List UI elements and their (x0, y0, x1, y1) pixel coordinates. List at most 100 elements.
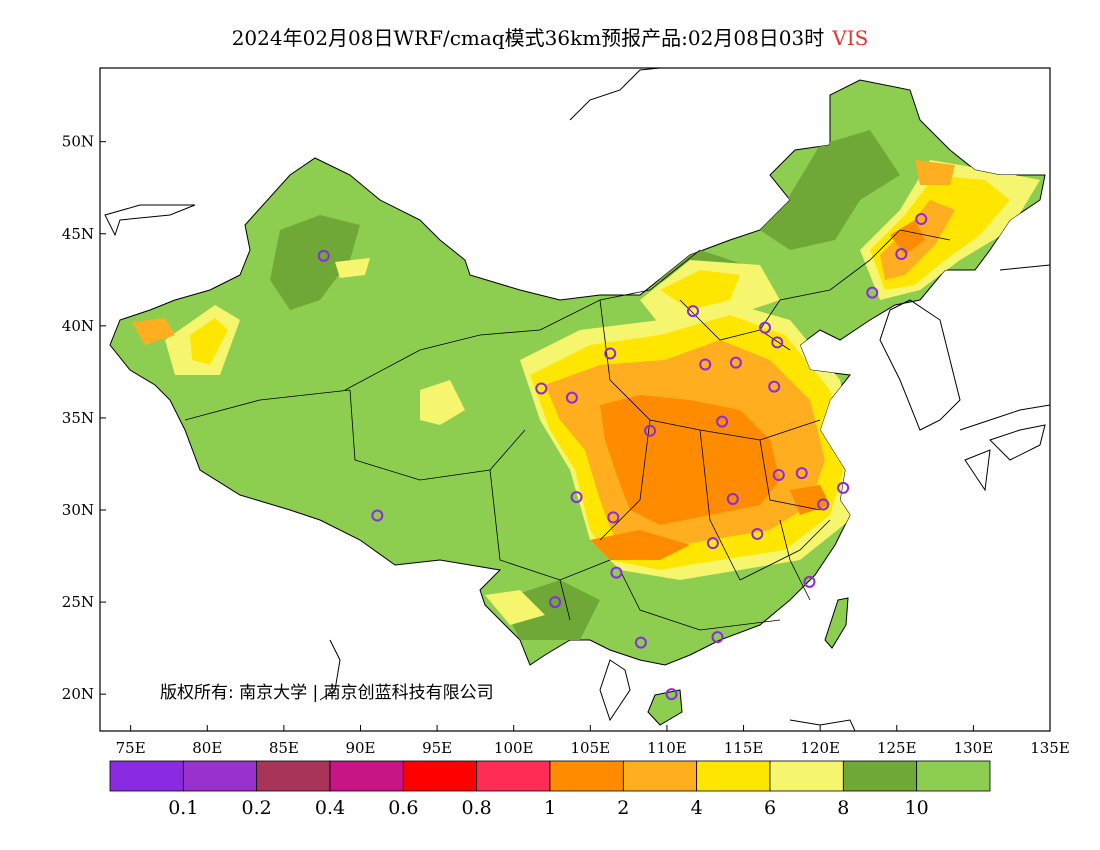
legend-swatch (402, 760, 478, 792)
vis-zone-6-8km (420, 380, 465, 425)
lon-tick-label: 115E (724, 739, 764, 757)
legend-swatch (476, 760, 551, 792)
lon-tick-label: 95E (422, 739, 452, 757)
legend-swatch (329, 760, 404, 792)
station-markers (317, 213, 928, 701)
legend-label: 1 (544, 797, 556, 819)
vis-zone-2-4km (915, 160, 955, 185)
legend-swatch (622, 760, 698, 792)
vis-zone-8-10km (760, 130, 900, 250)
lon-tick-label: 120E (800, 739, 840, 757)
station-marker (726, 492, 739, 505)
map-content: 版权所有: 南京大学 | 南京创蓝科技有限公司 (104, 68, 1050, 731)
station-marker (795, 467, 808, 480)
longitude-axis: 75E 80E 85E 90E 95E 100E 105E 110E 115E 120E 125E 1… (116, 725, 1070, 757)
lat-tick-label: 50N (62, 133, 94, 151)
copyright-text: 版权所有: 南京大学 | 南京创蓝科技有限公司 (160, 683, 494, 703)
legend-swatch (256, 760, 331, 792)
province-boundaries (184, 229, 951, 631)
station-marker (817, 498, 830, 511)
map-title-text: 2024年02月08日WRF/cmaq模式36km预报产品:02月08日03时 (231, 26, 825, 50)
vis-zone-1-2km (890, 220, 925, 255)
legend-swatch (769, 760, 844, 792)
lon-tick-label: 110E (647, 739, 687, 757)
legend-label: 0.1 (168, 797, 198, 819)
map-title: 2024年02月08日WRF/cmaq模式36km预报产品:02月08日03时 V… (0, 22, 1100, 52)
station-marker (772, 469, 785, 482)
lon-tick-label: 85E (269, 739, 299, 757)
latitude-axis: 20N 25N 30N 35N 40N 45N 50N (62, 133, 106, 703)
legend-swatch (842, 760, 918, 792)
station-marker (607, 511, 620, 524)
station-marker (837, 481, 850, 494)
station-marker (751, 527, 764, 540)
legend-label: 8 (837, 797, 849, 819)
lat-tick-label: 45N (62, 225, 94, 243)
station-marker (604, 347, 617, 360)
taiwan-island (824, 597, 849, 649)
legend-label: 6 (764, 797, 776, 819)
station-marker (915, 213, 928, 226)
station-marker (729, 356, 742, 369)
legend-swatch (696, 760, 771, 792)
color-legend: 0.1 0.2 0.4 0.6 0.8 1 2 4 6 8 10 (109, 760, 991, 819)
legend-label: 0.4 (315, 797, 345, 819)
station-marker (570, 491, 583, 504)
vis-zone-6-8km (335, 258, 370, 278)
neighbor-coastlines (104, 68, 1050, 731)
variable-name: VIS (832, 26, 869, 50)
lon-tick-label: 135E (1030, 739, 1070, 757)
lon-tick-label: 80E (192, 739, 222, 757)
vis-zone-6-8km (485, 590, 545, 625)
legend-label: 0.6 (388, 797, 418, 819)
station-marker (686, 305, 699, 318)
station-marker (706, 537, 719, 550)
station-marker (716, 415, 729, 428)
map-frame (99, 67, 1051, 732)
legend-swatch (916, 760, 991, 792)
lon-tick-label: 125E (877, 739, 917, 757)
legend-label: 0.2 (242, 797, 272, 819)
legend-label: 2 (617, 797, 629, 819)
station-marker (768, 380, 781, 393)
station-marker (371, 509, 384, 522)
station-marker (644, 424, 657, 437)
station-marker (895, 248, 908, 261)
station-marker (771, 336, 784, 349)
station-marker (610, 566, 623, 579)
lat-tick-label: 25N (62, 593, 94, 611)
legend-swatch (549, 760, 624, 792)
legend-label: 4 (691, 797, 703, 819)
vis-zone-1-2km (600, 395, 780, 525)
vis-zone-8-10km (270, 215, 360, 310)
vis-zone-1-2km (590, 530, 690, 560)
legend-swatch (109, 760, 184, 792)
lon-tick-label: 105E (571, 739, 611, 757)
station-marker (699, 358, 712, 371)
lon-tick-label: 130E (954, 739, 994, 757)
lon-tick-label: 75E (116, 739, 146, 757)
station-marker (803, 575, 816, 588)
lat-tick-label: 20N (62, 685, 94, 703)
station-marker (565, 391, 578, 404)
vis-zone-2-4km (132, 318, 175, 345)
legend-label: 0.8 (462, 797, 492, 819)
vis-zone-4-6km (190, 318, 228, 365)
lat-tick-label: 30N (62, 501, 94, 519)
station-marker (535, 382, 548, 395)
station-marker (665, 688, 678, 701)
lat-tick-label: 40N (62, 317, 94, 335)
station-marker (317, 249, 330, 262)
station-marker (711, 631, 724, 644)
station-marker (549, 596, 562, 609)
visibility-shading (132, 130, 1040, 640)
station-marker (759, 321, 771, 334)
station-marker (866, 286, 879, 299)
station-marker (634, 636, 647, 649)
lon-tick-label: 90E (345, 739, 375, 757)
legend-label: 10 (905, 797, 929, 819)
legend-swatch (182, 760, 258, 792)
lon-tick-label: 100E (494, 739, 534, 757)
lat-tick-label: 35N (62, 409, 94, 427)
